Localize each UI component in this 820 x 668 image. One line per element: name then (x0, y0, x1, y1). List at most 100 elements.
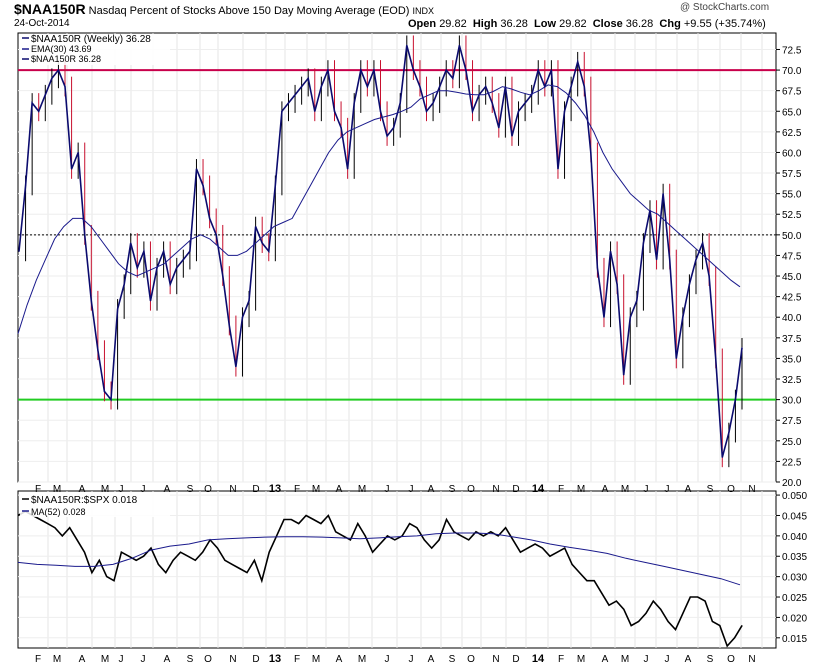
naa150r-point (439, 85, 441, 88)
high-value: 36.28 (500, 18, 528, 30)
naa150r-point (70, 168, 73, 170)
ratio-point (409, 523, 411, 525)
ratio-point (652, 600, 654, 602)
ratio-point (623, 608, 625, 610)
ratio-point (268, 551, 270, 553)
naa150r-point (215, 234, 217, 236)
naa150r-point (471, 110, 474, 112)
ratio-point (98, 559, 100, 561)
upper-ytick-label: 60.0 (782, 148, 802, 159)
ratio-point (202, 551, 204, 553)
upper-xtick-label: J (644, 484, 649, 495)
ratio-point (357, 523, 359, 525)
naa150r-point (320, 85, 322, 88)
lower-xtick-label: M (358, 654, 366, 665)
lower-xtick-label: M (101, 654, 109, 665)
upper-xtick-label: M (577, 484, 585, 495)
ratio-point (534, 543, 536, 545)
lower-ytick-label: 0.030 (782, 573, 807, 584)
ratio-point (660, 608, 662, 610)
ratio-point (615, 600, 617, 602)
naa150r-point (596, 267, 599, 269)
upper-xtick-label: O (467, 484, 475, 495)
upper-xtick-label: F (294, 484, 300, 495)
naa150r-point (202, 184, 204, 187)
lower-xtick-label: D (512, 654, 519, 665)
naa150r-point (701, 242, 704, 244)
naa150r-point (636, 300, 638, 302)
naa150r-point (629, 316, 631, 318)
ratio-point (39, 519, 41, 521)
naa150r-point (77, 151, 79, 154)
ratio-point (372, 551, 374, 553)
ratio-point (704, 600, 706, 602)
ma52-line (17, 532, 741, 586)
ratio-point (342, 535, 344, 537)
ratio-point (394, 539, 396, 541)
ratio-point (165, 572, 167, 574)
lower-xtick-label: F (35, 654, 41, 665)
naa150r-point (452, 77, 454, 79)
lower-xtick-label: O (727, 654, 735, 665)
naa150r-point (24, 184, 27, 187)
chart-header: $NAA150R Nasdaq Percent of Stocks Above … (14, 1, 434, 17)
upper-legend-item-1: $NAA150R (Weekly) 36.28 (31, 34, 151, 45)
lower-xtick-label: D (252, 654, 259, 665)
naa150r-point (366, 85, 368, 88)
close-value: 36.28 (625, 18, 654, 30)
naa150r-point (38, 110, 40, 112)
ratio-point (246, 572, 248, 574)
naa150r-point (583, 85, 585, 88)
lower-xtick-label: N (748, 654, 755, 665)
ratio-point (135, 559, 137, 561)
ratio-point (120, 551, 122, 553)
upper-xtick-label: S (707, 484, 714, 495)
ratio-point (586, 580, 588, 582)
ratio-point (83, 551, 85, 553)
upper-xtick-label: J (385, 484, 390, 495)
ratio-point (711, 620, 713, 622)
upper-xtick-label: A (685, 484, 692, 495)
ratio-point (150, 547, 152, 549)
lower-xtick-label: J (644, 654, 649, 665)
upper-xtick-label: F (558, 484, 564, 495)
naa150r-point (149, 300, 152, 302)
ratio-point (593, 580, 595, 582)
ratio-point (143, 555, 145, 557)
lower-xtick-label: M (577, 654, 585, 665)
ratio-point (667, 620, 669, 622)
ratio-point (564, 547, 566, 549)
ratio-point (431, 547, 433, 549)
naa150r-point (465, 69, 467, 71)
upper-ytick-label: 52.5 (782, 210, 802, 221)
lower-xtick-label: F (294, 654, 300, 665)
naa150r-point (268, 250, 270, 252)
naa150r-point (675, 357, 677, 360)
naa150r-point (616, 283, 618, 285)
ratio-point (276, 535, 278, 537)
upper-ytick-label: 35.0 (782, 354, 802, 365)
naa150r-point (577, 61, 579, 63)
naa150r-point (524, 102, 526, 104)
upper-ytick-label: 65.0 (782, 107, 802, 118)
naa150r-point (97, 349, 99, 351)
lower-xtick-label: 14 (532, 653, 545, 665)
upper-xtick-label: J (119, 484, 124, 495)
ratio-point (423, 539, 425, 541)
naa150r-point (333, 110, 336, 112)
ratio-point (571, 563, 573, 565)
naa150r-point (136, 267, 138, 269)
upper-xtick-label: M (101, 484, 109, 495)
naa150r-point (281, 110, 283, 112)
naa150r-point (590, 151, 592, 154)
watermark: @ StockCharts.com (680, 2, 770, 13)
lower-xtick-label: N (492, 654, 499, 665)
ratio-point (416, 527, 418, 529)
lower-xtick-label: A (79, 654, 86, 665)
ratio-point (69, 527, 71, 529)
lower-xtick-label: M (53, 654, 61, 665)
lower-xtick-label: J (141, 654, 146, 665)
upper-xtick-label: M (53, 484, 61, 495)
naa150r-point (623, 374, 625, 376)
naa150r-point (721, 456, 723, 458)
